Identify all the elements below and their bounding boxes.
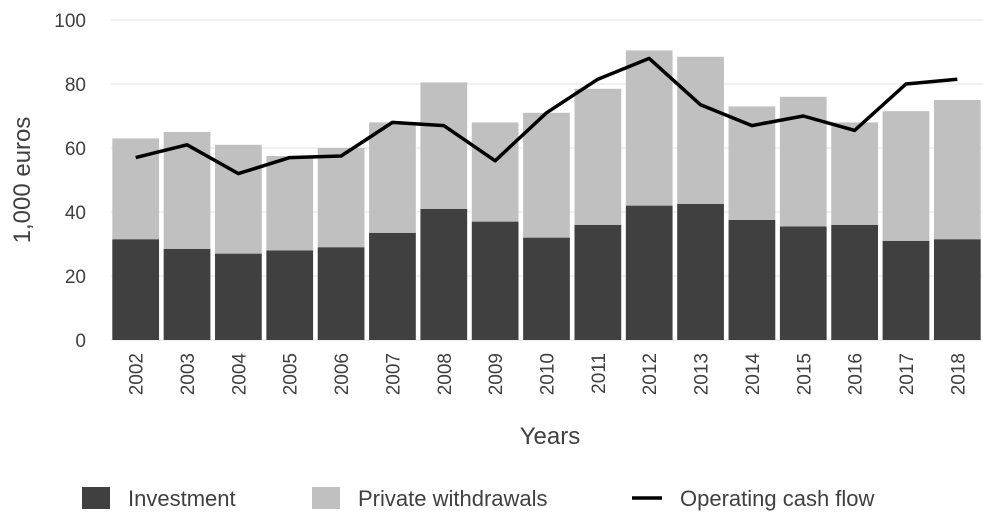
x-tick-label: 2006: [332, 353, 353, 395]
bar-private-withdrawals-2016: [831, 122, 878, 225]
x-tick-label: 2016: [846, 353, 867, 395]
bar-investment-2018: [933, 239, 981, 340]
cash-flow-line-group: [135, 56, 958, 176]
bar-private-withdrawals-2008: [420, 82, 468, 209]
operating-cash-flow-line: [135, 56, 958, 176]
bar-investment-2007: [369, 232, 416, 340]
x-tick-label: 2015: [794, 353, 815, 395]
y-tick-label: 60: [65, 139, 86, 160]
bars: [112, 50, 981, 340]
bar-private-withdrawals-2018: [933, 100, 981, 240]
legend-label-private-withdrawals: Private withdrawals: [358, 486, 548, 511]
bar-investment-2012: [625, 205, 673, 340]
x-tick-label: 2013: [692, 353, 713, 395]
bar-private-withdrawals-2006: [317, 148, 365, 248]
bar-private-withdrawals-2012: [625, 50, 673, 206]
bar-private-withdrawals-2003: [163, 132, 211, 249]
bar-investment-2008: [420, 208, 468, 340]
bar-private-withdrawals-2005: [266, 156, 314, 251]
x-tick-label: 2005: [281, 353, 302, 395]
y-tick-label: 100: [54, 11, 86, 32]
y-tick-label: 20: [65, 267, 86, 288]
bar-private-withdrawals-2013: [677, 56, 724, 204]
x-axis-title: Years: [520, 423, 581, 450]
x-tick-label: 2008: [435, 353, 456, 395]
x-tick-label: 2009: [486, 353, 507, 395]
x-tick-label: 2003: [178, 353, 199, 395]
x-tick-label: 2014: [743, 353, 764, 396]
legend-label-operating-cash-flow: Operating cash flow: [680, 486, 875, 511]
x-tick-label: 2010: [538, 353, 559, 395]
legend-label-investment: Investment: [128, 486, 236, 511]
bar-investment-2017: [882, 240, 930, 340]
y-tick-label: 0: [75, 331, 86, 352]
bar-investment-2015: [779, 226, 827, 340]
x-tick-label: 2002: [127, 353, 148, 395]
y-axis-title: 1,000 euros: [9, 117, 36, 244]
bar-investment-2011: [574, 224, 622, 340]
bar-investment-2013: [677, 204, 724, 340]
bar-investment-2003: [163, 248, 211, 340]
x-tick-label: 2004: [229, 353, 250, 396]
bar-private-withdrawals-2004: [215, 144, 262, 254]
bar-private-withdrawals-2007: [369, 122, 416, 233]
bar-investment-2005: [266, 250, 314, 340]
x-tick-label: 2012: [640, 353, 661, 395]
x-tick-label: 2007: [383, 353, 404, 395]
x-tick-label: 2018: [948, 353, 969, 395]
bar-investment-2006: [317, 247, 365, 340]
legend-swatch-investment: [82, 487, 110, 509]
x-tick-labels: 2002 2003 2004 2005 2006 2007 2008 2009 2010 2011…: [127, 353, 970, 396]
x-tick-label: 2017: [897, 353, 918, 395]
bar-investment-2016: [831, 224, 878, 340]
bar-investment-2010: [523, 237, 570, 340]
y-tick-labels: 0 20 40 60 80 100: [54, 11, 86, 352]
legend-swatch-private-withdrawals: [312, 487, 340, 509]
bar-investment-2009: [471, 221, 519, 340]
bar-private-withdrawals-2010: [523, 112, 570, 238]
bar-private-withdrawals-2011: [574, 88, 622, 225]
x-tick-label: 2011: [589, 353, 610, 394]
bar-investment-2002: [112, 239, 160, 340]
bar-private-withdrawals-2017: [882, 111, 930, 241]
bar-investment-2014: [728, 220, 776, 340]
y-tick-label: 80: [65, 75, 86, 96]
bar-private-withdrawals-2009: [471, 122, 519, 222]
legend: Investment Private withdrawals Operating…: [82, 486, 875, 511]
bar-investment-2004: [215, 253, 262, 340]
y-tick-label: 40: [65, 203, 86, 224]
